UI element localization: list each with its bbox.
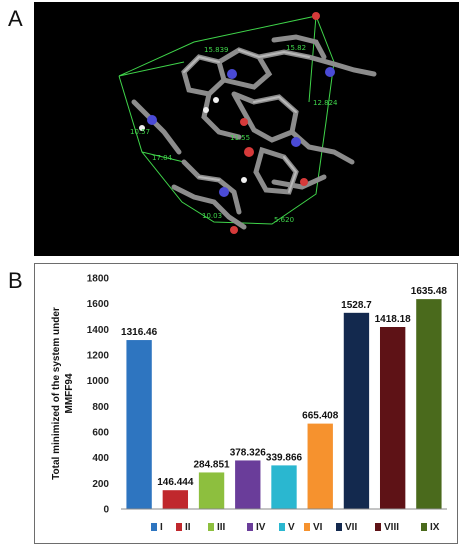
legend: I II III IV V VI VII VIII IX xyxy=(151,522,440,533)
legend-label-III: III xyxy=(217,522,226,533)
bar-VIII xyxy=(379,327,406,509)
legend-swatch-VII xyxy=(336,523,342,531)
distance-labels: 15.839 15.82 12.824 10.57 11.55 17.04 10… xyxy=(130,44,338,224)
y-axis-label: Total minimized of the system under MMFF… xyxy=(51,307,75,480)
bar-chart: Total minimized of the system under MMFF… xyxy=(51,274,447,534)
distance-label: 10.57 xyxy=(130,128,150,136)
legend-swatch-I xyxy=(151,523,157,531)
legend-label-V: V xyxy=(288,522,295,533)
molecular-structure-image: 15.839 15.82 12.824 10.57 11.55 17.04 10… xyxy=(34,2,459,256)
bar-V xyxy=(271,465,297,509)
distance-label: 17.04 xyxy=(152,154,173,162)
panel-b-letter: B xyxy=(8,268,23,293)
distance-label: 11.55 xyxy=(230,134,250,142)
molecule-render: 15.839 15.82 12.824 10.57 11.55 17.04 10… xyxy=(118,12,377,234)
legend-swatch-V xyxy=(279,523,285,531)
y-axis-ticks: 0 200 400 600 800 1000 1200 1400 1600 1800 xyxy=(87,274,110,516)
legend-label-VI: VI xyxy=(313,522,323,533)
bar-I xyxy=(126,340,152,509)
y-tick-label: 400 xyxy=(92,453,109,464)
distance-label: 15.839 xyxy=(204,46,229,54)
y-tick-label: 800 xyxy=(92,402,109,413)
legend-label-I: I xyxy=(160,522,163,533)
y-tick-label: 1800 xyxy=(87,274,110,285)
distance-label: 12.824 xyxy=(313,99,338,107)
y-tick-label: 0 xyxy=(103,505,109,516)
bar-IX xyxy=(416,299,442,509)
data-label-IX: 1635.48 xyxy=(411,286,448,297)
distance-label: 10.03 xyxy=(202,212,222,220)
bar-VI xyxy=(307,423,333,509)
y-tick-label: 1000 xyxy=(87,376,110,387)
data-label-V: 339.866 xyxy=(266,452,303,463)
data-label-III: 284.851 xyxy=(193,459,230,470)
atom-markers xyxy=(139,12,335,234)
legend-label-IV: IV xyxy=(256,522,266,533)
data-label-IV: 378.326 xyxy=(230,447,267,458)
legend-swatch-VI xyxy=(304,523,310,531)
legend-swatch-VIII xyxy=(375,523,381,531)
bar-VII xyxy=(343,312,370,509)
legend-swatch-II xyxy=(176,523,182,531)
distance-label: 15.82 xyxy=(286,44,306,52)
bars xyxy=(126,299,442,509)
y-tick-label: 200 xyxy=(92,479,109,490)
y-tick-label: 1200 xyxy=(87,351,110,362)
legend-label-II: II xyxy=(185,522,191,533)
data-label-VII: 1528.7 xyxy=(341,300,372,311)
legend-label-VII: VII xyxy=(345,522,357,533)
legend-swatch-III xyxy=(208,523,214,531)
y-tick-label: 600 xyxy=(92,428,109,439)
y-axis-label-line1: Total minimized of the system under xyxy=(51,307,62,480)
legend-swatch-IX xyxy=(421,523,427,531)
data-label-II: 146.444 xyxy=(157,477,194,488)
bar-chart-panel: Total minimized of the system under MMFF… xyxy=(34,263,458,544)
data-label-VIII: 1418.18 xyxy=(375,314,412,325)
y-axis-label-line2: MMFF94 xyxy=(64,373,75,413)
panel-a-letter: A xyxy=(8,6,23,31)
distance-label: 5.620 xyxy=(274,216,294,224)
y-tick-label: 1600 xyxy=(87,299,110,310)
legend-swatch-IV xyxy=(247,523,253,531)
bar-IV xyxy=(235,460,261,509)
y-tick-label: 1400 xyxy=(87,325,110,336)
legend-label-IX: IX xyxy=(430,522,440,533)
data-label-VI: 665.408 xyxy=(302,411,339,422)
bar-III xyxy=(198,472,225,509)
data-label-I: 1316.46 xyxy=(121,327,158,338)
legend-label-VIII: VIII xyxy=(384,522,399,533)
bar-II xyxy=(162,490,189,509)
